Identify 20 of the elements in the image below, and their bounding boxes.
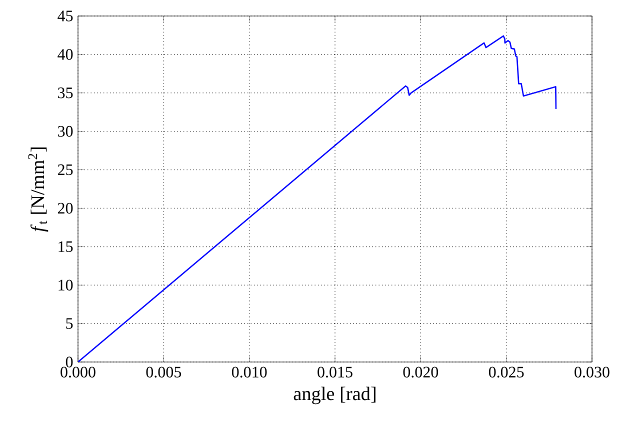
y-tick-label: 5 (66, 318, 73, 329)
x-tick-label: 0.010 (232, 366, 267, 378)
y-tick-label: 20 (58, 202, 73, 214)
line-series (78, 35, 557, 362)
y-tick-label: 30 (58, 126, 73, 137)
x-tick-label: 0.015 (318, 366, 352, 378)
x-tick-label: 0.030 (574, 366, 610, 378)
y-tick-label: 40 (58, 49, 73, 60)
x-tick-label: 0.000 (60, 366, 96, 378)
y-tick-label: 35 (58, 88, 73, 98)
y-tick-label: 25 (58, 164, 73, 176)
x-axis-title: angle [rad] (294, 386, 376, 404)
y-tick-label: 0 (66, 356, 73, 368)
x-tick-label: 0.005 (146, 366, 182, 378)
y-tick-label: 10 (58, 280, 73, 291)
x-tick-label: 0.020 (403, 366, 438, 378)
y-tick-label: 15 (58, 241, 73, 252)
x-tick-label: 0.025 (488, 366, 524, 378)
y-tick-label: 45 (58, 10, 73, 22)
y-axis-title: f$_{t}$ [N/mm$^{2}$] (28, 147, 48, 232)
